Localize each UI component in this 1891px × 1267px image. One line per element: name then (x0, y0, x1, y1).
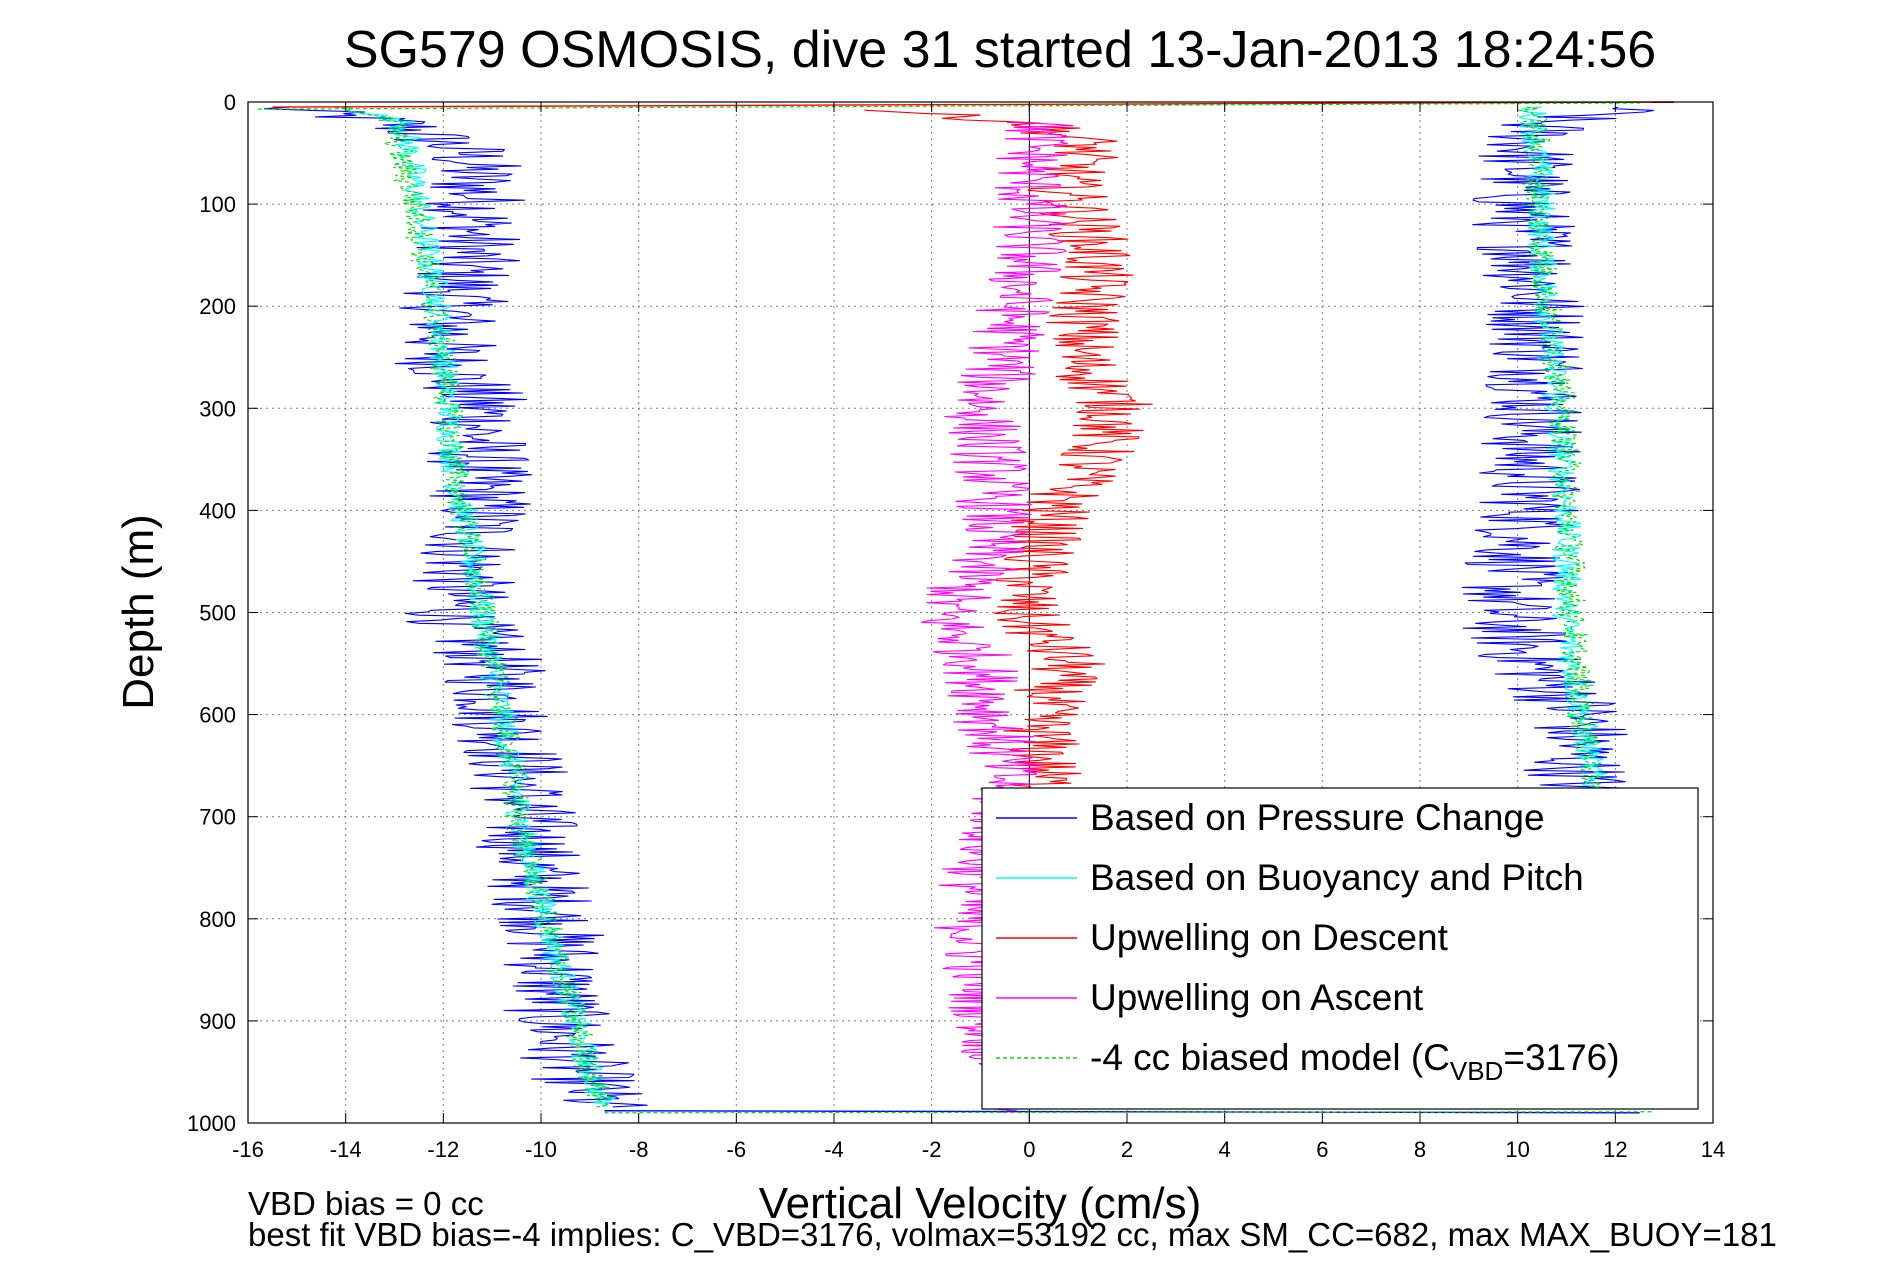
x-tick-label: 0 (1023, 1137, 1035, 1162)
x-tick-label: 12 (1603, 1137, 1627, 1162)
legend: Based on Pressure Change Based on Buoyanc… (981, 787, 1699, 1110)
x-tick-label: 6 (1316, 1137, 1328, 1162)
series-line-0-0 (263, 106, 648, 1108)
x-tick-label: -14 (330, 1137, 362, 1162)
series-line-4-0 (334, 106, 615, 1108)
surface-spike-line (257, 102, 1640, 110)
y-tick-label: 900 (199, 1009, 236, 1034)
legend-label: Based on Pressure Change (1090, 797, 1545, 838)
legend-label: Upwelling on Ascent (1090, 977, 1424, 1018)
tick-layer: -16 -14 -12 -10 -8 -6 -4 -2 0 2 4 6 8 10 12 14 0 100 200 30… (187, 90, 1725, 1162)
y-tick-label: 200 (199, 294, 236, 319)
legend-label-subscript: VBD (1450, 1056, 1503, 1086)
y-tick-label: 100 (199, 192, 236, 217)
x-axis-label: Vertical Velocity (cm/s) (759, 1179, 1202, 1228)
chart-title: SG579 OSMOSIS, dive 31 started 13-Jan-20… (344, 21, 1656, 79)
x-tick-label: -6 (727, 1137, 747, 1162)
x-tick-label: -4 (824, 1137, 844, 1162)
series-layer (257, 101, 1674, 1114)
legend-box (981, 787, 1699, 1110)
x-tick-label: -12 (427, 1137, 459, 1162)
surface-spike-line (272, 101, 1674, 108)
y-tick-label: 500 (199, 601, 236, 626)
y-tick-label: 300 (199, 396, 236, 421)
x-tick-label: 14 (1701, 1137, 1725, 1162)
y-tick-label: 400 (199, 498, 236, 523)
legend-label: Upwelling on Descent (1090, 917, 1449, 958)
y-axis-label: Depth (m) (114, 514, 163, 710)
legend-label-part: =3176) (1503, 1037, 1619, 1078)
series-line-4-1 (1518, 106, 1610, 801)
y-tick-label: 800 (199, 907, 236, 932)
series-line-1-0 (343, 106, 615, 1108)
legend-label: Based on Buoyancy and Pitch (1090, 857, 1584, 898)
y-tick-label: 700 (199, 805, 236, 830)
legend-label-part: -4 cc biased model (C (1090, 1037, 1450, 1078)
x-tick-label: 4 (1219, 1137, 1231, 1162)
x-tick-label: -10 (525, 1137, 557, 1162)
x-tick-label: 10 (1505, 1137, 1529, 1162)
vbd-bias-note: VBD bias = 0 cc (248, 1185, 484, 1222)
x-tick-label: 8 (1414, 1137, 1426, 1162)
best-fit-note: best fit VBD bias=-4 implies: C_VBD=3176… (248, 1216, 1777, 1253)
x-tick-label: -16 (232, 1137, 264, 1162)
series-line-2-0 (864, 109, 1153, 802)
x-tick-label: -8 (629, 1137, 649, 1162)
y-tick-label: 0 (224, 90, 236, 115)
y-tick-label: 1000 (187, 1111, 236, 1136)
series-line-0-1 (1461, 106, 1655, 801)
x-tick-label: -2 (922, 1137, 942, 1162)
legend-label: -4 cc biased model (CVBD=3176) (1090, 1037, 1620, 1086)
x-tick-label: 2 (1121, 1137, 1133, 1162)
y-tick-label: 600 (199, 703, 236, 728)
